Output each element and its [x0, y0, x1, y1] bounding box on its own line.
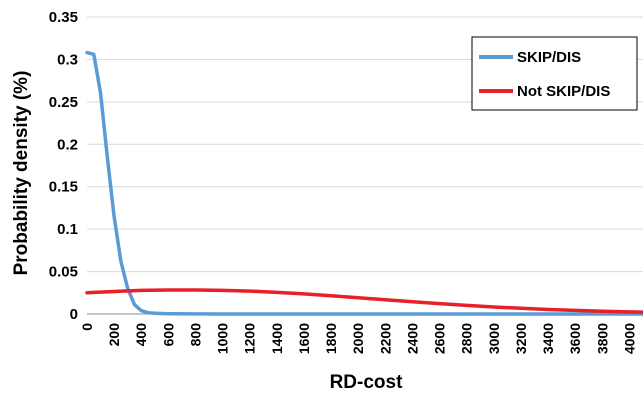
x-tick-label: 1200: [242, 323, 258, 354]
y-axis-ticks: 0 0.05 0.1 0.15 0.2 0.25 0.3 0.35: [49, 9, 78, 323]
x-tick-label: 200: [106, 323, 122, 347]
y-tick-label: 0: [70, 306, 78, 323]
x-tick-label: 600: [160, 323, 176, 347]
series-lines: [85, 50, 643, 316]
gridlines: [87, 16, 643, 315]
legend-label-not-skip-dis: Not SKIP/DIS: [517, 83, 610, 100]
y-tick-label: 0.2: [57, 136, 78, 153]
x-tick-label: 3800: [594, 323, 610, 354]
y-tick-label: 0.15: [49, 179, 78, 196]
x-tick-label: 3000: [486, 323, 502, 354]
y-tick-label: 0.25: [49, 94, 78, 111]
series-line-not-skip-dis: [85, 288, 643, 314]
x-tick-label: 4000: [621, 323, 637, 354]
x-tick-label: 1600: [296, 323, 312, 354]
x-tick-label: 1000: [215, 323, 231, 354]
x-axis-ticks: 0 200 400 600 800 1000 1200 1400 1600 1800 2000 220…: [79, 323, 637, 354]
y-axis-title: Probability density (%): [11, 71, 32, 276]
legend-label-skip-dis: SKIP/DIS: [517, 49, 581, 66]
x-tick-label: 1800: [323, 323, 339, 354]
legend: SKIP/DIS Not SKIP/DIS: [471, 36, 638, 111]
x-tick-label: 2400: [404, 323, 420, 354]
x-tick-label: 400: [133, 323, 149, 347]
x-tick-label: 3600: [567, 323, 583, 354]
y-tick-label: 0.35: [49, 9, 78, 26]
x-tick-label: 3400: [540, 323, 556, 354]
x-tick-label: 3200: [513, 323, 529, 354]
x-tick-label: 2200: [377, 323, 393, 354]
y-tick-label: 0.1: [57, 221, 78, 238]
y-tick-label: 0.3: [57, 51, 78, 68]
x-tick-label: 2800: [459, 323, 475, 354]
x-axis-title: RD-cost: [330, 372, 404, 393]
x-tick-label: 2600: [432, 323, 448, 354]
x-tick-label: 2000: [350, 323, 366, 354]
x-tick-label: 1400: [269, 323, 285, 354]
x-tick-label: 800: [187, 323, 203, 347]
series-line-skip-dis: [85, 50, 643, 316]
legend-box: [471, 36, 638, 111]
x-tick-label: 0: [79, 323, 95, 331]
y-tick-label: 0.05: [49, 264, 78, 281]
